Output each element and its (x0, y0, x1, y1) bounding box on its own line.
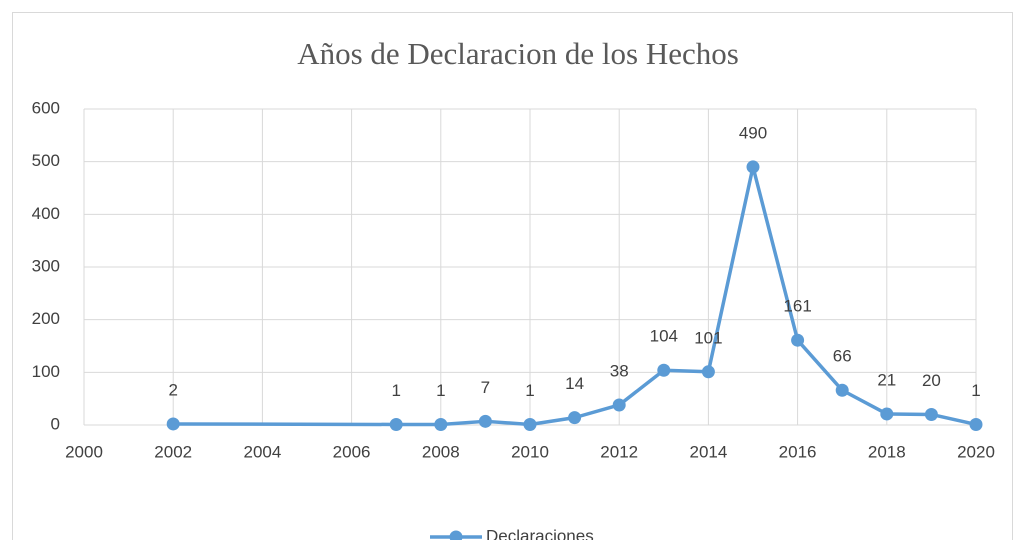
data-point (478, 414, 492, 428)
data-point (568, 411, 582, 425)
y-tick-label: 300 (32, 256, 60, 275)
data-point (746, 160, 760, 174)
legend-label: Declaraciones (486, 526, 594, 540)
data-point (701, 365, 715, 379)
x-tick-label: 2010 (511, 442, 549, 461)
data-label: 20 (922, 371, 941, 390)
x-tick-label: 2016 (779, 442, 817, 461)
data-label: 1 (971, 381, 980, 400)
x-tick-label: 2004 (243, 442, 281, 461)
data-point (166, 417, 180, 431)
x-tick-label: 2002 (154, 442, 192, 461)
data-label: 490 (739, 123, 767, 142)
data-label: 161 (783, 297, 811, 316)
data-label: 2 (168, 380, 177, 399)
data-point (612, 398, 626, 412)
data-label: 104 (650, 327, 678, 346)
data-point (880, 407, 894, 421)
data-point (523, 417, 537, 431)
x-tick-label: 2020 (957, 442, 995, 461)
y-tick-label: 400 (32, 204, 60, 223)
data-label: 1 (436, 381, 445, 400)
data-point (924, 407, 938, 421)
x-tick-label: 2006 (333, 442, 371, 461)
x-tick-label: 2012 (600, 442, 638, 461)
data-label: 14 (565, 374, 584, 393)
data-label: 1 (525, 381, 534, 400)
data-point (434, 417, 448, 431)
data-label: 21 (877, 370, 896, 389)
y-tick-label: 600 (32, 98, 60, 117)
y-tick-label: 500 (32, 151, 60, 170)
data-point (389, 417, 403, 431)
data-point (657, 363, 671, 377)
chart-border (12, 12, 1013, 540)
data-label: 66 (833, 347, 852, 366)
data-point (835, 383, 849, 397)
data-label: 7 (481, 378, 490, 397)
data-label: 1 (391, 381, 400, 400)
chart-title: Años de Declaracion de los Hechos (297, 36, 739, 71)
y-tick-label: 200 (32, 309, 60, 328)
x-tick-label: 2008 (422, 442, 460, 461)
x-tick-label: 2000 (65, 442, 103, 461)
data-point (969, 417, 983, 431)
x-tick-label: 2018 (868, 442, 906, 461)
y-tick-label: 100 (32, 362, 60, 381)
data-label: 101 (694, 328, 722, 347)
y-tick-label: 0 (51, 414, 60, 433)
x-tick-label: 2014 (689, 442, 727, 461)
data-label: 38 (610, 361, 629, 380)
legend-marker (449, 530, 463, 540)
data-point (791, 333, 805, 347)
